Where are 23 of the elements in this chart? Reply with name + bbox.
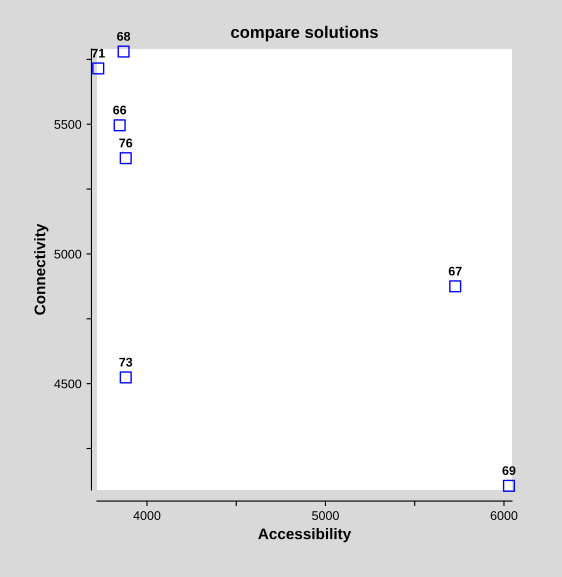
x-tick-label: 4000 xyxy=(133,511,160,520)
annotation: 69 xyxy=(502,466,516,476)
y-axis-title: Connectivity xyxy=(34,224,48,315)
annotation: 66 xyxy=(113,106,126,114)
y-tick-label: 4500 xyxy=(54,379,82,388)
x-axis-title: Accessibility xyxy=(258,528,352,542)
x-tick-label: 5000 xyxy=(312,511,339,520)
point xyxy=(92,62,104,75)
point xyxy=(120,371,132,384)
x-tick-label: 6000 xyxy=(490,511,518,520)
point xyxy=(449,280,462,292)
annotation: 73 xyxy=(119,358,132,367)
point xyxy=(120,152,132,164)
chart-title: compare solutions xyxy=(231,26,378,42)
point xyxy=(502,480,516,492)
annotation: 68 xyxy=(117,32,130,41)
annotation: 71 xyxy=(92,48,105,58)
y-tick-label: 5500 xyxy=(54,120,82,129)
annotation: 67 xyxy=(448,266,462,276)
annotation: 76 xyxy=(119,138,132,148)
y-tick-label: 5000 xyxy=(54,250,82,259)
point xyxy=(118,46,130,58)
point xyxy=(114,119,126,132)
